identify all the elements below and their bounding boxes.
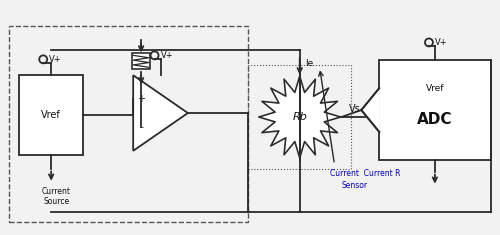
Text: Current
Source: Current Source — [42, 187, 70, 206]
Text: V+: V+ — [435, 38, 448, 47]
Polygon shape — [133, 75, 188, 151]
Text: V+: V+ — [49, 55, 62, 64]
Bar — [248, 65, 352, 169]
Bar — [20, 75, 83, 155]
Text: Ie: Ie — [304, 59, 313, 68]
Text: Vs: Vs — [350, 104, 361, 114]
Bar — [132, 53, 150, 69]
Polygon shape — [362, 88, 379, 132]
Text: Vref: Vref — [42, 110, 61, 120]
Text: Sensor: Sensor — [342, 181, 367, 190]
Text: -: - — [139, 122, 143, 132]
Text: Vref: Vref — [426, 84, 444, 93]
Text: V+: V+ — [160, 51, 173, 60]
Text: Rb: Rb — [292, 112, 307, 122]
Bar — [379, 60, 490, 160]
Text: ADC: ADC — [417, 113, 452, 127]
Polygon shape — [259, 76, 340, 158]
Bar — [10, 26, 248, 222]
Text: Current  Current R: Current Current R — [330, 169, 400, 178]
Text: +: + — [137, 94, 145, 104]
